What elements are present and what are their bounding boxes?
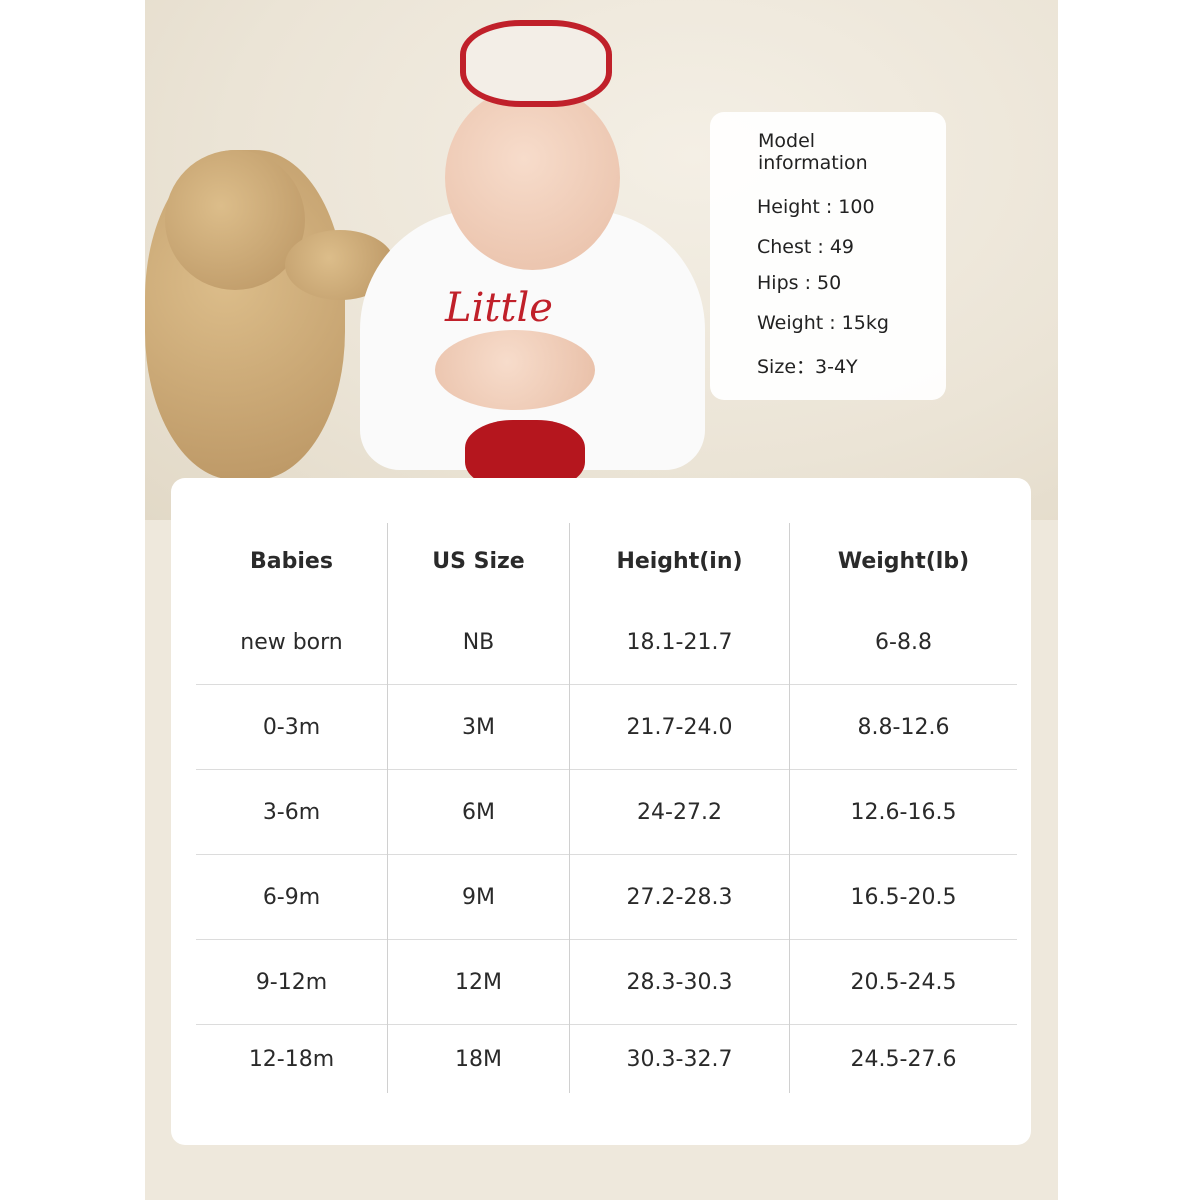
table-header-row: Babies US Size Height(in) Weight(lb) (196, 523, 1017, 600)
cell-weight: 16.5-20.5 (789, 854, 1017, 940)
model-height: Height : 100 (757, 196, 875, 218)
cell-weight: 24.5-27.6 (789, 1024, 1017, 1093)
header-weight: Weight(lb) (789, 523, 1017, 600)
cell-weight: 8.8-12.6 (789, 684, 1017, 770)
cell-babies: 3-6m (196, 769, 388, 855)
model-size: Size：3-4Y (757, 356, 858, 378)
cell-weight: 20.5-24.5 (789, 939, 1017, 1025)
cell-us-size: 9M (387, 854, 570, 940)
shirt-print-text: Little (445, 285, 553, 331)
baby-headband (460, 20, 612, 107)
model-weight: Weight : 15kg (757, 312, 889, 334)
size-chart-card: Babies US Size Height(in) Weight(lb) new… (171, 478, 1031, 1145)
cell-babies: new born (240, 629, 343, 655)
cell-weight: 12.6-16.5 (789, 769, 1017, 855)
cell-babies: 0-3m (196, 684, 388, 770)
model-hips: Hips : 50 (757, 272, 842, 294)
cell-weight: 6-8.8 (789, 600, 1017, 685)
cell-babies: 6-9m (196, 854, 388, 940)
table-row: 9-12m 12M 28.3-30.3 20.5-24.5 (196, 939, 1017, 1025)
cell-us-size: 18M (387, 1024, 570, 1093)
cell-us-size: NB (387, 600, 570, 685)
table-row: new born NB 18.1-21.7 6-8.8 (196, 600, 1017, 685)
cell-us-size: 6M (387, 769, 570, 855)
table-row: 3-6m 6M 24-27.2 12.6-16.5 (196, 769, 1017, 855)
header-us-size: US Size (387, 523, 570, 600)
cell-height: 27.2-28.3 (569, 854, 790, 940)
cell-height: 28.3-30.3 (569, 939, 790, 1025)
model-chest: Chest : 49 (757, 236, 855, 258)
table-row: 12-18m 18M 30.3-32.7 24.5-27.6 (196, 1024, 1017, 1093)
table-row: 6-9m 9M 27.2-28.3 16.5-20.5 (196, 854, 1017, 940)
cell-us-size: 12M (387, 939, 570, 1025)
cell-babies: 12-18m (196, 1024, 388, 1093)
header-babies: Babies (250, 549, 333, 574)
cell-height: 18.1-21.7 (569, 600, 790, 685)
size-chart-table: Babies US Size Height(in) Weight(lb) new… (196, 523, 1017, 1093)
cell-us-size: 3M (387, 684, 570, 770)
baby-hands (435, 330, 595, 410)
baby-face (445, 85, 620, 270)
header-height: Height(in) (569, 523, 790, 600)
model-information-card: Model information Height : 100 Chest : 4… (710, 112, 946, 400)
cell-height: 24-27.2 (569, 769, 790, 855)
teddy-bear-head (165, 150, 305, 290)
table-row: 0-3m 3M 21.7-24.0 8.8-12.6 (196, 684, 1017, 770)
cell-babies: 9-12m (196, 939, 388, 1025)
model-info-title: Model information (758, 130, 868, 174)
cell-height: 21.7-24.0 (569, 684, 790, 770)
cell-height: 30.3-32.7 (569, 1024, 790, 1093)
